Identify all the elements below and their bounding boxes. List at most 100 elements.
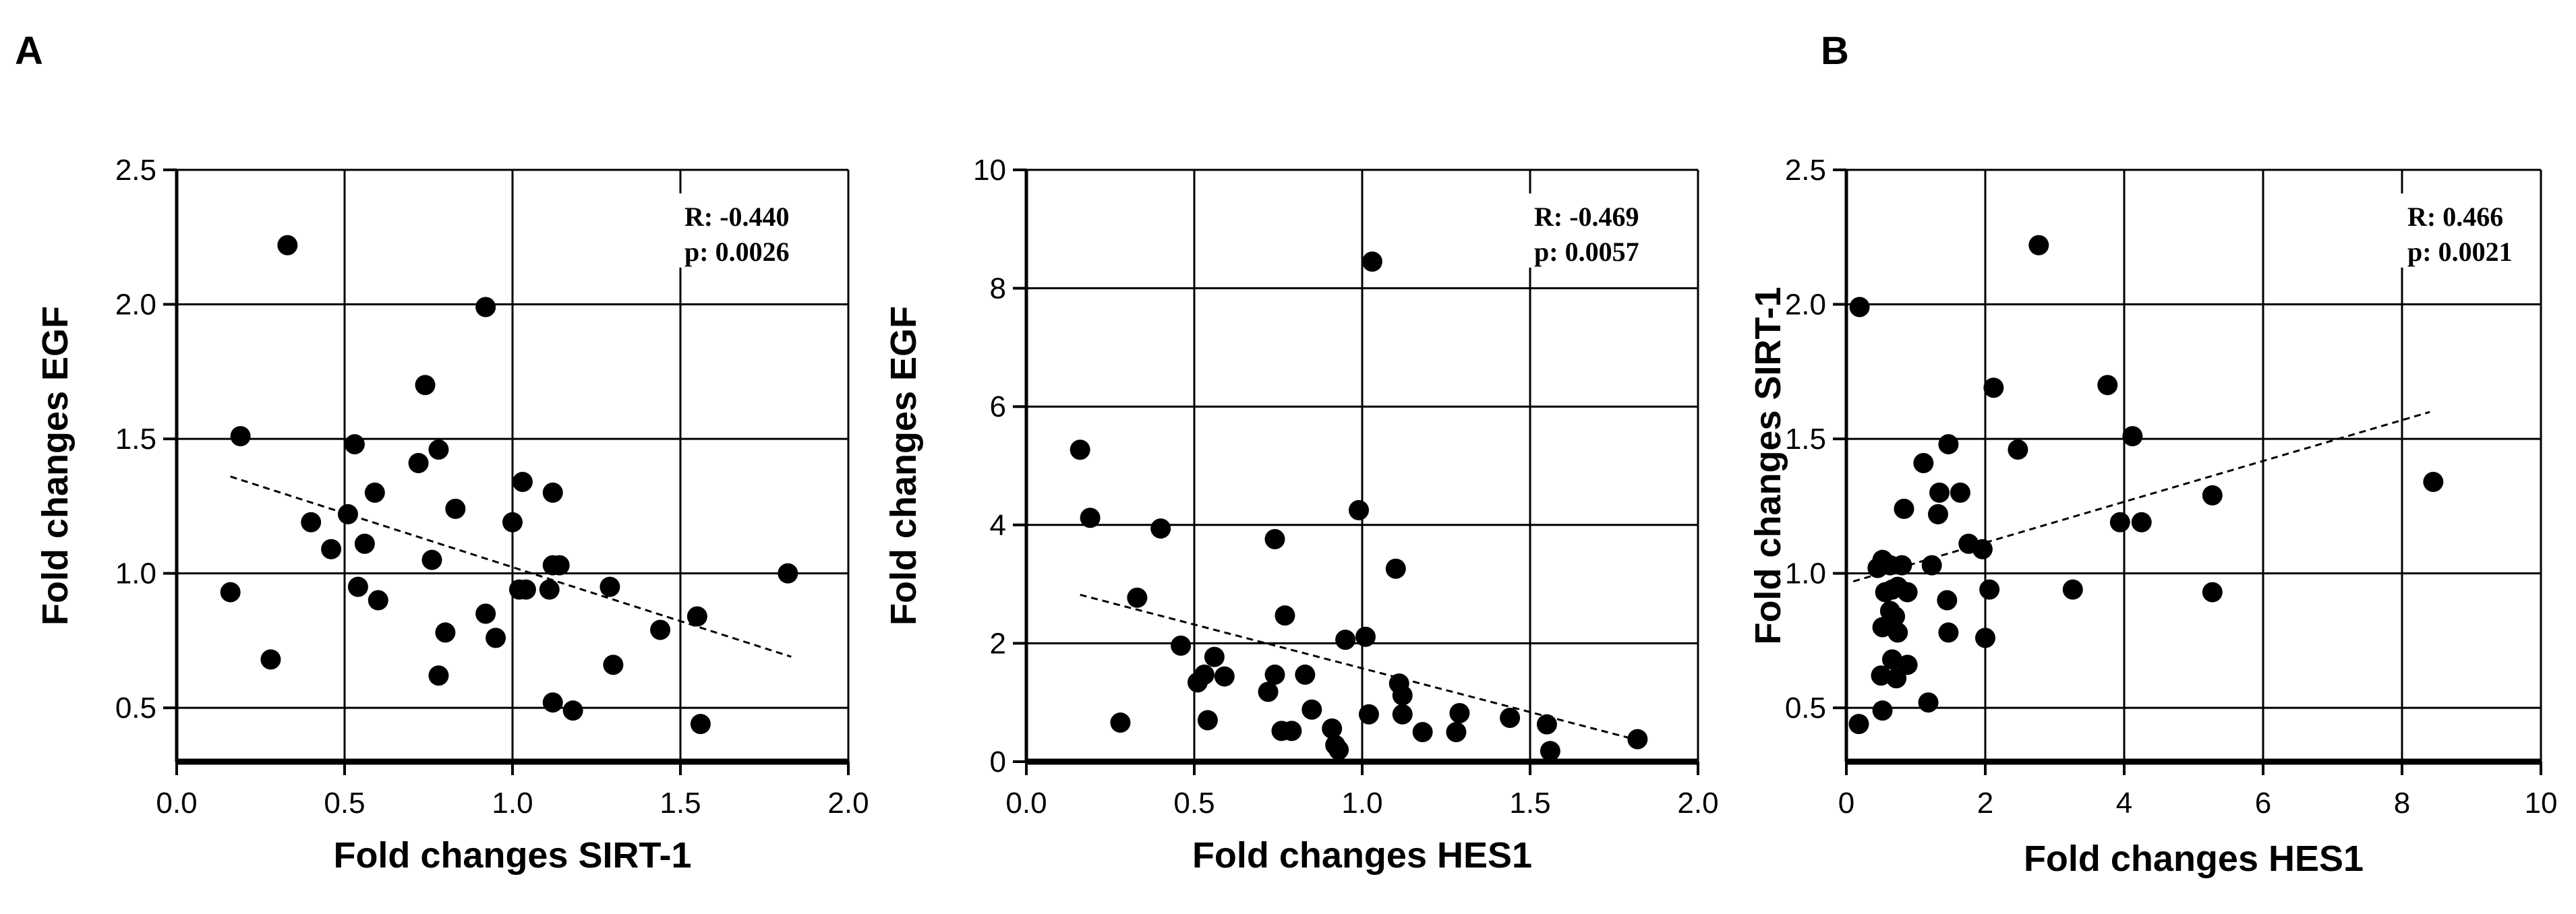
data-point: [2028, 235, 2049, 255]
data-point: [690, 714, 711, 735]
data-point: [1975, 628, 1995, 648]
data-point: [512, 471, 533, 492]
y-axis-title: Fold changes EGF: [883, 306, 924, 626]
data-point: [1881, 579, 1902, 600]
data-point: [1362, 251, 1382, 272]
data-point: [475, 603, 496, 624]
p-value: p: 0.0026: [684, 237, 790, 267]
data-point: [428, 439, 449, 460]
data-point: [1938, 434, 1959, 455]
y-tick-label: 2.0: [1785, 288, 1826, 322]
data-point: [1892, 555, 1912, 576]
data-point: [277, 235, 298, 255]
data-point: [230, 426, 251, 447]
data-point: [2202, 582, 2223, 603]
x-tick-label: 0.5: [324, 787, 365, 820]
data-point: [1171, 635, 1192, 656]
data-point: [778, 563, 798, 584]
data-point: [428, 665, 449, 686]
data-point: [1918, 692, 1939, 713]
data-point: [1446, 722, 1467, 743]
x-tick-label: 2: [1977, 787, 1993, 820]
data-point: [1322, 718, 1343, 739]
data-point: [1070, 439, 1090, 460]
stats-box: [1527, 193, 1662, 268]
data-point: [1335, 630, 1356, 650]
data-point: [260, 649, 281, 670]
x-tick-label: 10: [2525, 787, 2558, 820]
data-point: [515, 579, 536, 600]
data-point: [2062, 579, 2083, 600]
data-point: [650, 619, 671, 640]
data-point: [445, 498, 466, 519]
y-axis-title: Fold changes SIRT-1: [1748, 286, 1788, 644]
data-point: [421, 549, 442, 570]
y-tick-label: 6: [990, 390, 1006, 423]
x-tick-label: 1.0: [492, 787, 533, 820]
y-tick-label: 10: [973, 154, 1006, 187]
trend-line: [230, 475, 792, 658]
stats-box: [2401, 193, 2536, 268]
stats-box: [678, 193, 813, 268]
data-point: [1275, 605, 1295, 626]
data-point: [337, 504, 358, 524]
data-point: [1979, 579, 2000, 600]
data-point: [1127, 587, 1148, 608]
trend-line: [1852, 410, 2430, 583]
data-point: [1937, 590, 1958, 611]
data-point: [539, 579, 560, 600]
data-point: [562, 700, 583, 721]
y-tick-label: 1.0: [1785, 557, 1826, 590]
data-point: [368, 590, 388, 611]
data-point: [1295, 664, 1316, 685]
data-point: [364, 482, 385, 503]
data-point: [542, 692, 563, 713]
y-tick-label: 1.0: [115, 557, 156, 590]
data-point: [1871, 665, 1892, 686]
x-axis-title: Fold changes SIRT-1: [333, 835, 691, 876]
data-point: [1080, 508, 1101, 528]
panel-letter-a: A: [15, 29, 43, 73]
x-tick-label: 0.5: [1173, 787, 1214, 820]
data-point: [1449, 703, 1470, 724]
data-point: [475, 297, 496, 317]
y-tick-label: 4: [990, 509, 1006, 542]
data-point: [408, 453, 429, 474]
data-point: [1204, 646, 1225, 667]
data-point: [1349, 499, 1370, 520]
data-point: [1972, 539, 1993, 559]
x-tick-label: 1.5: [660, 787, 701, 820]
data-point: [1258, 681, 1279, 702]
data-point: [1848, 714, 1869, 735]
data-point: [1913, 453, 1934, 474]
data-point: [1897, 582, 1918, 603]
y-tick-label: 0: [990, 745, 1006, 779]
data-point: [1500, 708, 1521, 729]
data-point: [2109, 512, 2130, 532]
data-point: [1927, 504, 1948, 524]
data-point: [1301, 699, 1322, 720]
data-point: [542, 482, 563, 503]
data-point: [344, 434, 365, 455]
data-point: [1264, 664, 1285, 685]
data-point: [1872, 700, 1893, 721]
data-point: [1187, 672, 1208, 693]
data-point: [1536, 714, 1557, 735]
data-point: [603, 654, 624, 675]
y-tick-label: 2.5: [1785, 154, 1826, 187]
data-point: [1894, 498, 1914, 519]
data-point: [321, 539, 342, 559]
data-point: [1849, 297, 1870, 317]
x-tick-label: 2.0: [1677, 787, 1718, 820]
x-tick-label: 0.0: [156, 787, 197, 820]
data-point: [1214, 666, 1235, 687]
data-point: [549, 555, 570, 576]
data-point: [1540, 741, 1560, 762]
data-point: [2097, 375, 2118, 396]
x-tick-label: 1.0: [1341, 787, 1382, 820]
data-point: [2008, 439, 2028, 460]
data-point: [1281, 721, 1302, 741]
data-point: [1872, 617, 1893, 638]
data-point: [1392, 685, 1413, 706]
